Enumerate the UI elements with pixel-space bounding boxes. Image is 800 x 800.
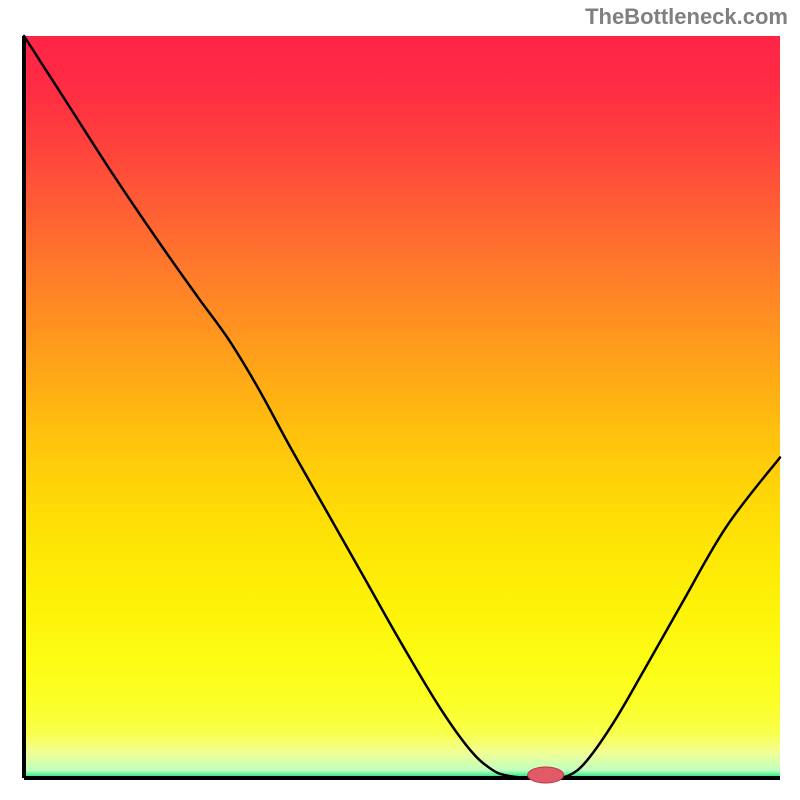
chart-container: { "chart": { "type": "line", "width_px":… <box>0 0 800 800</box>
optimal-marker <box>528 767 564 783</box>
watermark-text: TheBottleneck.com <box>585 4 788 30</box>
bottleneck-chart <box>0 0 800 800</box>
